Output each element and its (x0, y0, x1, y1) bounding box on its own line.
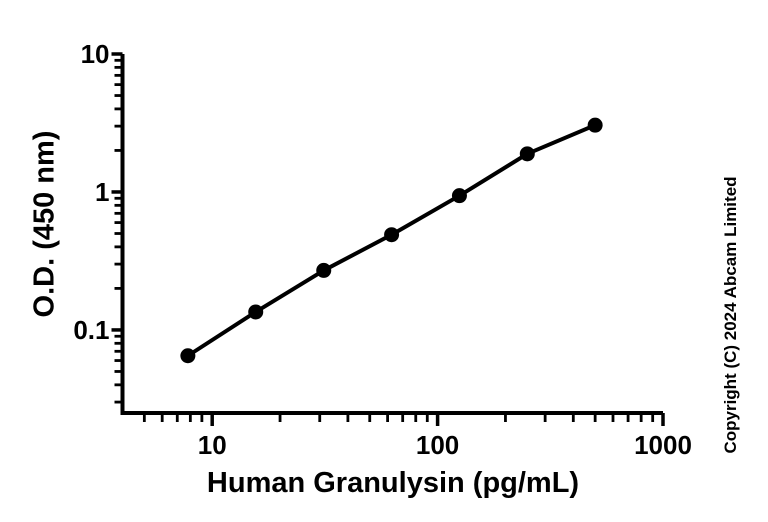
x-axis-tick-label: 1000 (634, 430, 692, 460)
data-point-marker (248, 304, 264, 320)
x-axis-tick-label: 10 (198, 430, 227, 460)
data-point-marker (180, 348, 196, 364)
copyright-text: Copyright (C) 2024 Abcam Limited (721, 176, 740, 454)
data-point-marker (384, 227, 400, 243)
data-point-marker (587, 117, 603, 133)
data-point-marker (316, 262, 332, 278)
y-axis-tick-label: 1 (95, 177, 109, 207)
x-axis-title: Human Granulysin (pg/mL) (206, 467, 580, 499)
x-axis-tick-label: 100 (416, 430, 459, 460)
axis-spines (120, 54, 663, 415)
y-axis-title: O.D. (450 nm) (28, 130, 61, 318)
data-point-marker (519, 146, 535, 162)
y-axis-tick-label: 0.1 (73, 315, 109, 345)
y-axis-tick-label: 10 (81, 39, 110, 69)
data-point-marker (451, 188, 467, 204)
